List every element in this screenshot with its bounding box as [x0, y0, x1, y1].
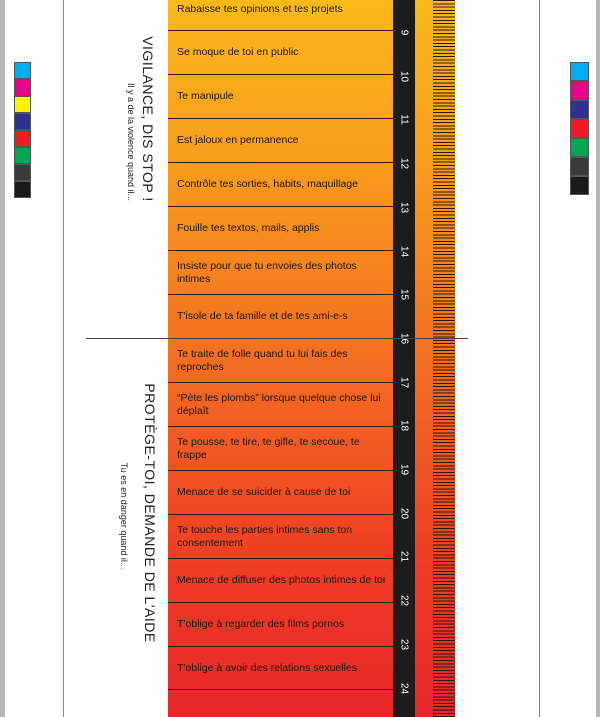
- list-item-label: “Pète les plombs” lorsque quelque chose …: [177, 392, 381, 417]
- title-protege: PROTÈGE-TOI, DEMANDE DE L'AIDE: [142, 383, 158, 643]
- scale-number: 10: [398, 70, 410, 82]
- list-item-label: T'oblige à regarder des films pornos: [177, 618, 345, 631]
- list-item-label: Se moque de toi en public: [177, 46, 299, 59]
- color-swatch: [570, 119, 589, 138]
- color-swatch: [14, 113, 31, 130]
- list-item-label: Menace de diffuser des photos intimes de…: [177, 574, 386, 587]
- ruler-ticks: [433, 0, 455, 717]
- scale-number: 24: [398, 682, 410, 694]
- scale-number: 18: [398, 420, 410, 432]
- list-item: Te manipule: [168, 75, 393, 119]
- color-swatches-left: [14, 62, 33, 198]
- scale-number: 11: [398, 114, 410, 126]
- list-item: Te touche les parties intimes sans ton c…: [168, 515, 393, 559]
- color-swatch: [14, 62, 31, 79]
- list-item-label: Est jaloux en permanence: [177, 134, 299, 147]
- list-item-label: Menace de se suicider à cause de toi: [177, 486, 351, 499]
- color-swatch: [570, 157, 589, 176]
- color-swatch: [570, 100, 589, 119]
- list-item: Insiste pour que tu envoies des photos i…: [168, 251, 393, 295]
- list-item-label: Fouille tes textos, mails, applis: [177, 222, 320, 235]
- subtitle-protege: Tu es en danger quand il...: [119, 462, 129, 570]
- list-item: Menace de diffuser des photos intimes de…: [168, 559, 393, 603]
- guide-left: [63, 0, 64, 717]
- list-item-label: Te touche les parties intimes sans ton c…: [177, 524, 353, 549]
- scale-number: 15: [398, 289, 410, 301]
- list-item-label: Te pousse, te tire, te gifle, te secoue,…: [177, 436, 360, 461]
- scale-number: 23: [398, 638, 410, 650]
- color-swatches-right: [570, 62, 589, 195]
- color-swatch: [14, 181, 31, 198]
- list-item: Menace de se suicider à cause de toi: [168, 471, 393, 515]
- scale-number: 19: [398, 463, 410, 476]
- list-item: Te pousse, te tire, te gifle, te secoue,…: [168, 427, 393, 471]
- list-item: T'oblige à regarder des films pornos: [168, 603, 393, 647]
- color-swatch: [14, 79, 31, 96]
- scale-number: 17: [398, 376, 410, 388]
- list-item: Fouille tes textos, mails, applis: [168, 207, 393, 251]
- list-item-label: T'oblige à avoir des relations sexuelles: [177, 661, 358, 674]
- color-swatch: [570, 81, 589, 100]
- list-item: Te traite de folle quand tu lui fais des…: [168, 339, 393, 383]
- scale-number: 13: [398, 201, 410, 213]
- scale-strip: [393, 0, 415, 717]
- list-item: Est jaloux en permanence: [168, 119, 393, 163]
- title-vigilance: VIGILANCE, DIS STOP !: [140, 36, 156, 202]
- color-swatch: [570, 176, 589, 195]
- right-edge: [596, 0, 600, 717]
- subtitle-vigilance: Il y a de la violence quand il...: [126, 82, 136, 202]
- color-swatch: [14, 164, 31, 181]
- color-swatch: [570, 62, 589, 81]
- list-item: T'isole de ta famille et de tes ami-e-s: [168, 295, 393, 339]
- scale-number: 22: [398, 595, 410, 607]
- list-item: Contrôle tes sorties, habits, maquillage: [168, 163, 393, 207]
- violence-gradient: [168, 0, 393, 717]
- scale-number: 21: [398, 551, 410, 563]
- color-swatch: [14, 96, 31, 113]
- list-item-label: T'isole de ta famille et de tes ami-e-s: [177, 310, 348, 323]
- scale-number: 12: [398, 158, 410, 170]
- list-item: “Pète les plombs” lorsque quelque chose …: [168, 383, 393, 427]
- list-item-label: Insiste pour que tu envoies des photos i…: [177, 260, 357, 285]
- list-item-label: Te manipule: [177, 90, 234, 103]
- guide-right: [539, 0, 540, 717]
- list-item: Se moque de toi en public: [168, 31, 393, 75]
- scale-number: 14: [398, 245, 410, 257]
- list-item: Rabaisse tes opinions et tes projets: [168, 0, 393, 31]
- list-item-label: Te traite de folle quand tu lui fais des…: [177, 348, 348, 373]
- list-item-label: Rabaisse tes opinions et tes projets: [177, 3, 343, 15]
- color-swatch: [14, 147, 31, 164]
- color-swatch: [570, 138, 589, 157]
- scale-number: 20: [398, 507, 410, 519]
- section-divider: [86, 338, 468, 339]
- list-item-label: Contrôle tes sorties, habits, maquillage: [177, 178, 358, 191]
- list-item: T'oblige à avoir des relations sexuelles: [168, 647, 393, 690]
- left-edge: [0, 0, 5, 717]
- scale-number: 9: [398, 29, 410, 36]
- color-swatch: [14, 130, 31, 147]
